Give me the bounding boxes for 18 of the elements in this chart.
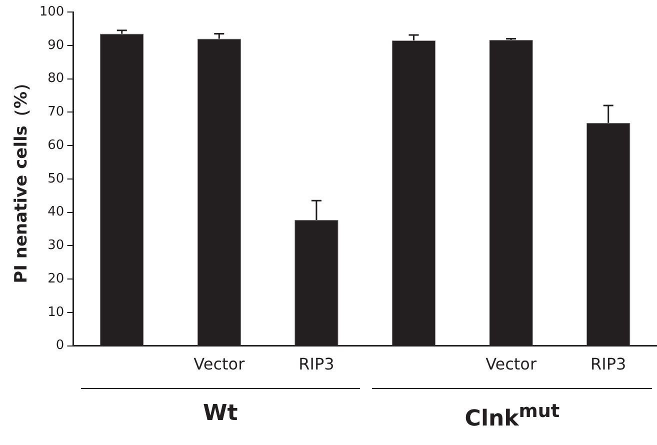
y-tick-label: 10	[48, 304, 64, 320]
y-tick-label: 80	[48, 71, 64, 86]
y-tick-label: 30	[48, 238, 64, 254]
y-tick-label: 20	[48, 271, 64, 286]
x-tick-label: RIP3	[298, 354, 334, 374]
y-tick-label: 70	[48, 104, 64, 120]
x-tick-label: Vector	[486, 354, 537, 374]
y-tick-label: 60	[48, 138, 64, 153]
y-tick-label: 40	[48, 204, 64, 220]
x-tick-label: RIP3	[590, 354, 626, 374]
x-tick-label: Vector	[194, 354, 246, 374]
y-tick-label: 90	[48, 38, 64, 53]
text: Clnk$^{mut}$	[464, 400, 561, 432]
y-tick-label: 50	[48, 171, 64, 186]
text: Wt	[202, 400, 239, 426]
y-axis-title: PI nenative cells（%）	[12, 74, 32, 284]
y-tick-label: 100	[39, 4, 64, 20]
y-tick-label: 0	[56, 338, 64, 354]
